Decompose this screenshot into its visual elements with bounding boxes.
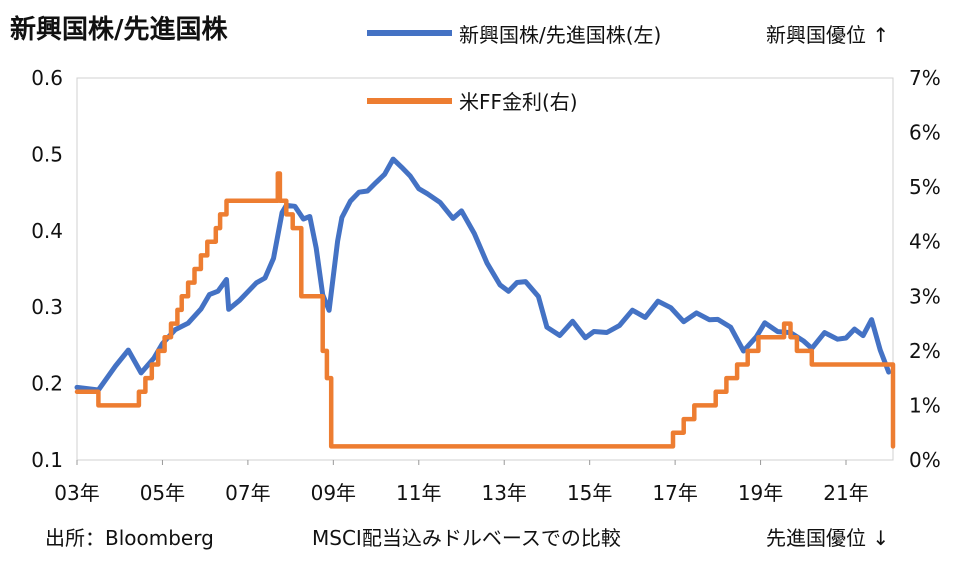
series-line-ffrate [74, 171, 896, 449]
legend-label-ratio: 新興国株/先進国株(左) [459, 23, 661, 47]
x-tick-label: 09年 [311, 481, 356, 505]
x-tick-label: 07年 [225, 481, 270, 505]
x-tick-label: 21年 [823, 481, 868, 505]
y-left-tick-label: 0.2 [31, 372, 63, 396]
y-right-tick-label: 4% [909, 230, 941, 254]
y-left-tick-label: 0.6 [31, 66, 63, 90]
y-right-tick-label: 0% [909, 448, 941, 472]
x-tick-label: 05年 [140, 481, 185, 505]
y-left-tick-label: 0.5 [31, 142, 63, 166]
y-right-tick-label: 7% [909, 66, 941, 90]
y-left-tick-label: 0.1 [31, 448, 63, 472]
annotation-dm-advantage: 先進国優位 ↓ [766, 526, 889, 550]
x-tick-label: 11年 [396, 481, 441, 505]
x-tick-label: 19年 [738, 481, 783, 505]
methodology-note: MSCI配当込みドルベースでの比較 [312, 526, 621, 550]
y-left-tick-label: 0.4 [31, 219, 63, 243]
legend-label-ffrate: 米FF金利(右) [459, 90, 578, 114]
series-line-ratio [74, 156, 892, 393]
x-tick-label: 03年 [54, 481, 99, 505]
y-axis-right: 0% 1% 2% 3% 4% 5% 6% 7% [909, 66, 941, 472]
plot-area [76, 77, 894, 461]
source-note: 出所：Bloomberg [45, 526, 214, 550]
y-right-tick-label: 5% [909, 175, 941, 199]
y-axis-left: 0.1 0.2 0.3 0.4 0.5 0.6 [31, 66, 63, 472]
y-left-tick-label: 0.3 [31, 295, 63, 319]
x-tick-label: 17年 [652, 481, 697, 505]
y-right-tick-label: 1% [909, 393, 941, 417]
legend: 新興国株/先進国株(左) 米FF金利(右) [367, 23, 661, 114]
x-tick-label: 13年 [481, 481, 526, 505]
x-axis: 03年 05年 07年 09年 11年 13年 15年 17年 19年 21年 [54, 460, 869, 505]
chart-title: 新興国株/先進国株 [10, 14, 228, 45]
x-tick-label: 15年 [567, 481, 612, 505]
y-right-tick-label: 6% [909, 121, 941, 145]
y-right-tick-label: 2% [909, 339, 941, 363]
annotation-em-advantage: 新興国優位 ↑ [766, 23, 889, 47]
series-layer [74, 156, 896, 449]
y-right-tick-label: 3% [909, 284, 941, 308]
